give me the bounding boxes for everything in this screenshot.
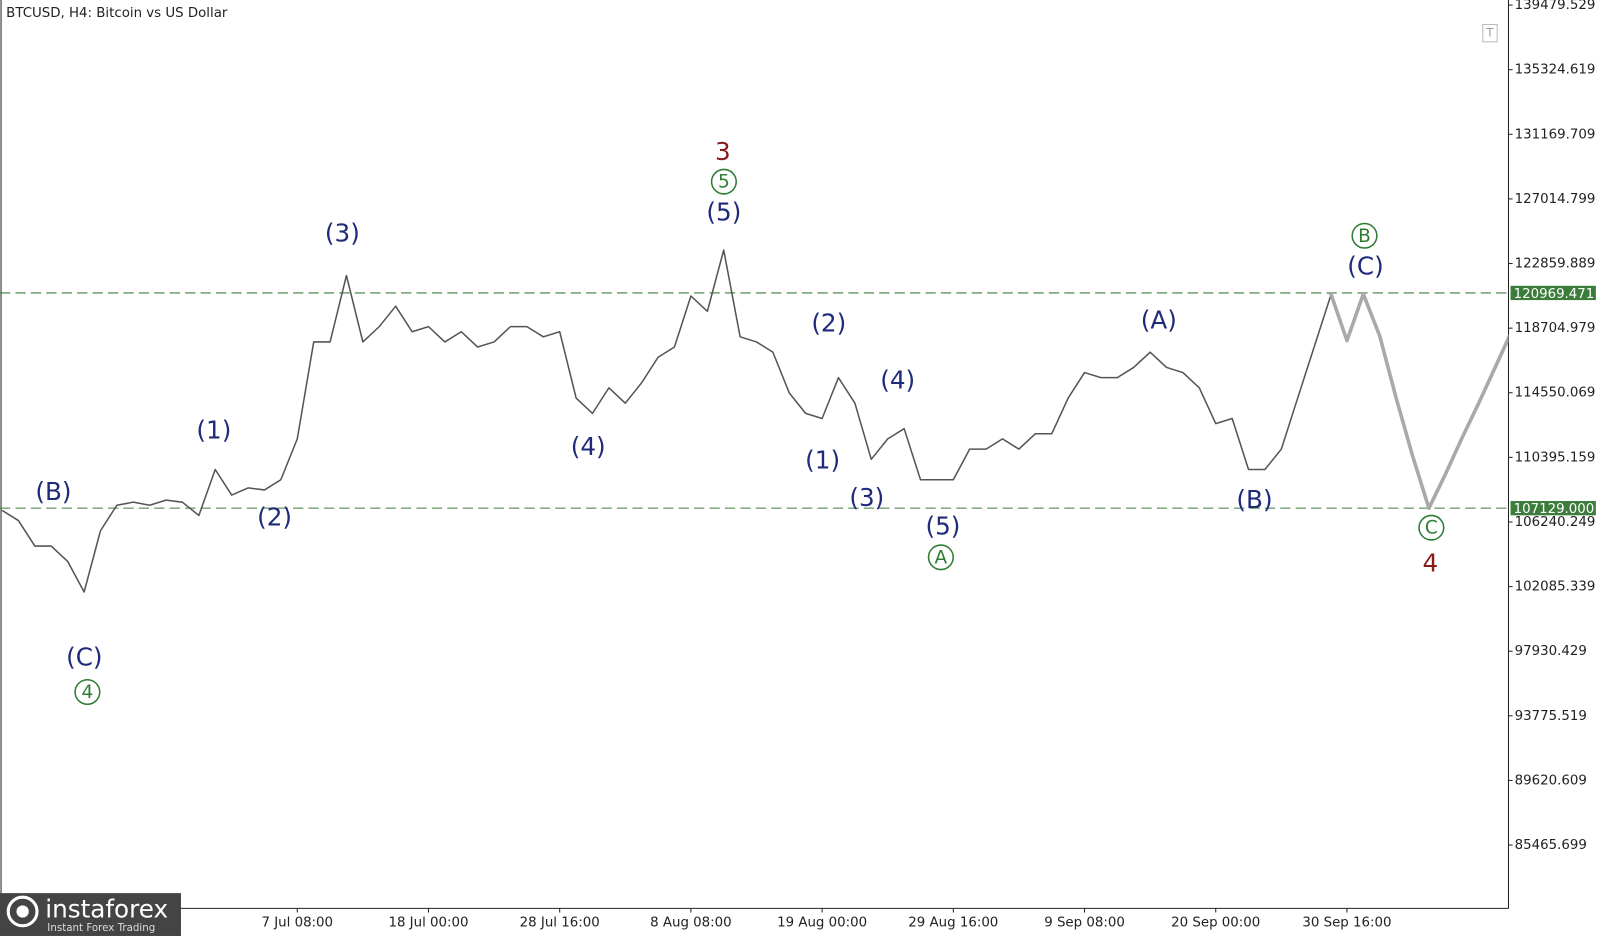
- x-tick-label: 29 Aug 16:00: [908, 916, 998, 931]
- toolbar-button[interactable]: [1482, 23, 1498, 43]
- logo-icon: [6, 895, 39, 928]
- y-tick-label: 114550.069: [1515, 386, 1596, 401]
- y-tick-label: 127014.799: [1515, 192, 1596, 207]
- wave-label: (3): [325, 219, 360, 248]
- y-tick-label: 89620.609: [1515, 773, 1587, 788]
- wave-label: (B): [1236, 485, 1272, 514]
- wave-label: (B): [35, 477, 71, 506]
- wave-label: (5): [706, 197, 741, 226]
- level-label-box: [1510, 501, 1596, 516]
- wave-label: (1): [805, 445, 840, 474]
- y-tick-label: 93775.519: [1515, 709, 1587, 724]
- chart-title: BTCUSD, H4: Bitcoin vs US Dollar: [6, 6, 228, 21]
- price-line: [1, 249, 1332, 593]
- wave-circle: [1351, 222, 1378, 249]
- y-tick-label: 118704.979: [1515, 321, 1596, 336]
- wave-label: (C): [66, 642, 102, 671]
- x-tick-label: 7 Jul 08:00: [262, 916, 334, 931]
- x-tick-label: 20 Sep 00:00: [1171, 916, 1260, 931]
- wave-circle: [74, 679, 101, 706]
- wave-label: 5: [718, 172, 730, 193]
- y-tick-label: 85465.699: [1515, 838, 1587, 853]
- logo-icon: [16, 905, 29, 918]
- x-tick-label: 30 Sep 16:00: [1302, 916, 1391, 931]
- y-tick-label: 139479.529: [1515, 0, 1596, 13]
- wave-label: C: [1425, 518, 1438, 539]
- watermark: instaforex Instant Forex Trading: [0, 893, 181, 936]
- y-tick-label: 135324.619: [1515, 63, 1596, 78]
- wave-label: (2): [257, 503, 292, 532]
- wave-label: (5): [925, 512, 960, 541]
- y-tick-label: 122859.889: [1515, 257, 1596, 272]
- wave-label: (3): [849, 483, 884, 512]
- wave-label: (2): [811, 309, 846, 338]
- level-label: 120969.471: [1514, 287, 1595, 302]
- logo-brand: instaforex: [45, 895, 168, 924]
- wave-label: A: [935, 547, 948, 568]
- level-label: 107129.000: [1514, 502, 1595, 517]
- y-tick-label: 102085.339: [1515, 580, 1596, 595]
- x-tick-label: 8 Aug 08:00: [650, 916, 732, 931]
- logo-tagline: Instant Forex Trading: [47, 922, 155, 934]
- wave-circle: [710, 168, 738, 195]
- x-tick-label: 9 Sep 08:00: [1044, 916, 1125, 931]
- wave-label: (4): [571, 432, 606, 461]
- y-tick-label: 131169.709: [1515, 127, 1596, 142]
- toolbar-button-label[interactable]: T: [1486, 27, 1494, 40]
- wave-label: 4: [82, 682, 94, 703]
- forecast-line: [1328, 292, 1509, 510]
- wave-circle: [927, 544, 954, 571]
- x-tick-label: 19 Aug 00:00: [777, 916, 867, 931]
- wave-label: 3: [715, 137, 731, 166]
- y-tick-label: 97930.429: [1515, 644, 1587, 659]
- wave-label: (C): [1347, 251, 1383, 280]
- wave-label: (A): [1141, 306, 1177, 335]
- x-tick-label: 18 Jul 00:00: [388, 916, 468, 931]
- plot-area: [1, 249, 1509, 593]
- y-tick-label: 110395.159: [1515, 450, 1596, 465]
- x-tick-label: 28 Jul 16:00: [520, 916, 600, 931]
- wave-label: (4): [880, 366, 915, 395]
- wave-label: B: [1358, 226, 1371, 247]
- y-tick-label: 106240.249: [1515, 515, 1596, 530]
- wave-label: 4: [1422, 549, 1438, 578]
- wave-label: (1): [196, 416, 231, 445]
- level-label-box: [1510, 285, 1596, 301]
- wave-circle: [1418, 514, 1445, 541]
